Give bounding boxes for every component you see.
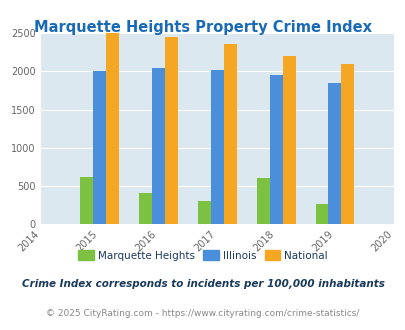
Bar bbox=[164, 37, 177, 224]
Bar bbox=[269, 76, 282, 224]
Bar bbox=[93, 71, 106, 224]
Text: Marquette Heights Property Crime Index: Marquette Heights Property Crime Index bbox=[34, 20, 371, 35]
Bar bbox=[139, 193, 151, 224]
Legend: Marquette Heights, Illinois, National: Marquette Heights, Illinois, National bbox=[74, 246, 331, 265]
Bar bbox=[341, 64, 354, 224]
Text: Crime Index corresponds to incidents per 100,000 inhabitants: Crime Index corresponds to incidents per… bbox=[21, 279, 384, 289]
Bar bbox=[197, 201, 210, 224]
Bar bbox=[282, 56, 295, 224]
Bar bbox=[315, 204, 328, 224]
Bar bbox=[210, 70, 223, 224]
Bar bbox=[106, 33, 119, 224]
Bar bbox=[328, 83, 341, 224]
Bar bbox=[151, 68, 164, 224]
Bar bbox=[256, 179, 269, 224]
Bar bbox=[80, 177, 93, 224]
Text: © 2025 CityRating.com - https://www.cityrating.com/crime-statistics/: © 2025 CityRating.com - https://www.city… bbox=[46, 309, 359, 318]
Bar bbox=[223, 44, 236, 224]
